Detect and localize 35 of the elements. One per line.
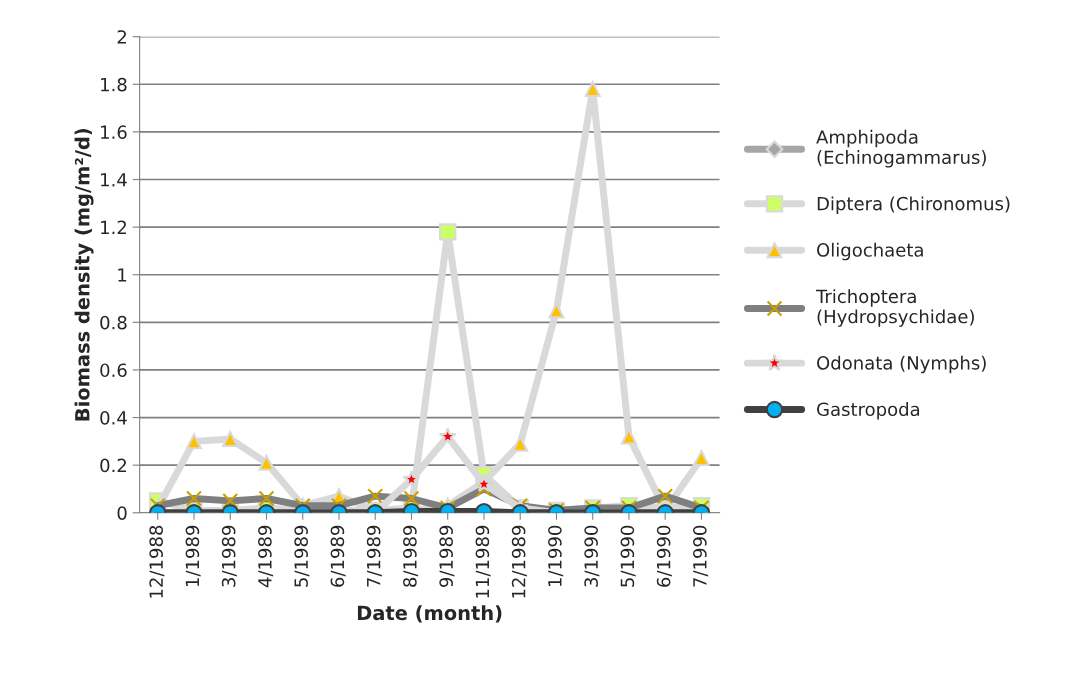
legend-label: Odonata (Nymphs): [817, 355, 986, 374]
legend-label: Oligochaeta: [817, 242, 923, 261]
x-tick-label: 6/1990: [656, 525, 672, 587]
y-tick-label: 1.6: [101, 125, 127, 140]
legend-label: Diptera (Chironomus): [817, 196, 1010, 214]
x-tick-label: 8/1989: [403, 525, 419, 587]
y-tick-label: 0.2: [100, 458, 127, 473]
x-tick-label: 11/1989: [475, 525, 491, 598]
y-tick-label: 1.2: [101, 220, 127, 234]
x-tick-label: 3/1989: [221, 525, 237, 587]
y-tick-label: 0.8: [100, 315, 127, 330]
x-axis-title: Date (month): [357, 605, 502, 623]
legend-label: Amphipoda (Echinogammarus): [816, 129, 986, 168]
x-tick-label: 9/1989: [439, 525, 455, 587]
x-tick-label: 5/1989: [294, 525, 310, 587]
y-tick-label: 0.4: [100, 411, 127, 425]
x-tick-label: 1/1989: [185, 525, 201, 587]
y-tick-label: 1.4: [101, 173, 127, 187]
y-tick-label: 0: [117, 506, 127, 520]
legend-label: Trichoptera (Hydropsychidae): [815, 289, 974, 327]
x-tick-label: 7/1990: [693, 525, 709, 587]
x-tick-label: 12/1989: [511, 525, 527, 598]
x-tick-label: 7/1989: [366, 525, 382, 587]
x-tick-label: 3/1990: [584, 525, 600, 587]
y-axis-title: Biomass density (mg/m²/d): [74, 128, 94, 421]
x-tick-label: 5/1990: [620, 525, 636, 587]
x-tick-label: 1/1990: [548, 525, 564, 587]
x-tick-label: 4/1989: [258, 525, 274, 588]
y-tick-label: 1.8: [101, 77, 127, 92]
y-tick-label: 1: [118, 268, 127, 282]
y-tick-label: 2: [117, 30, 127, 44]
x-tick-label: 6/1989: [330, 525, 346, 587]
legend-label: Gastropoda: [817, 402, 920, 420]
y-tick-label: 0.6: [100, 363, 127, 378]
x-tick-label: 12/1988: [149, 525, 165, 598]
